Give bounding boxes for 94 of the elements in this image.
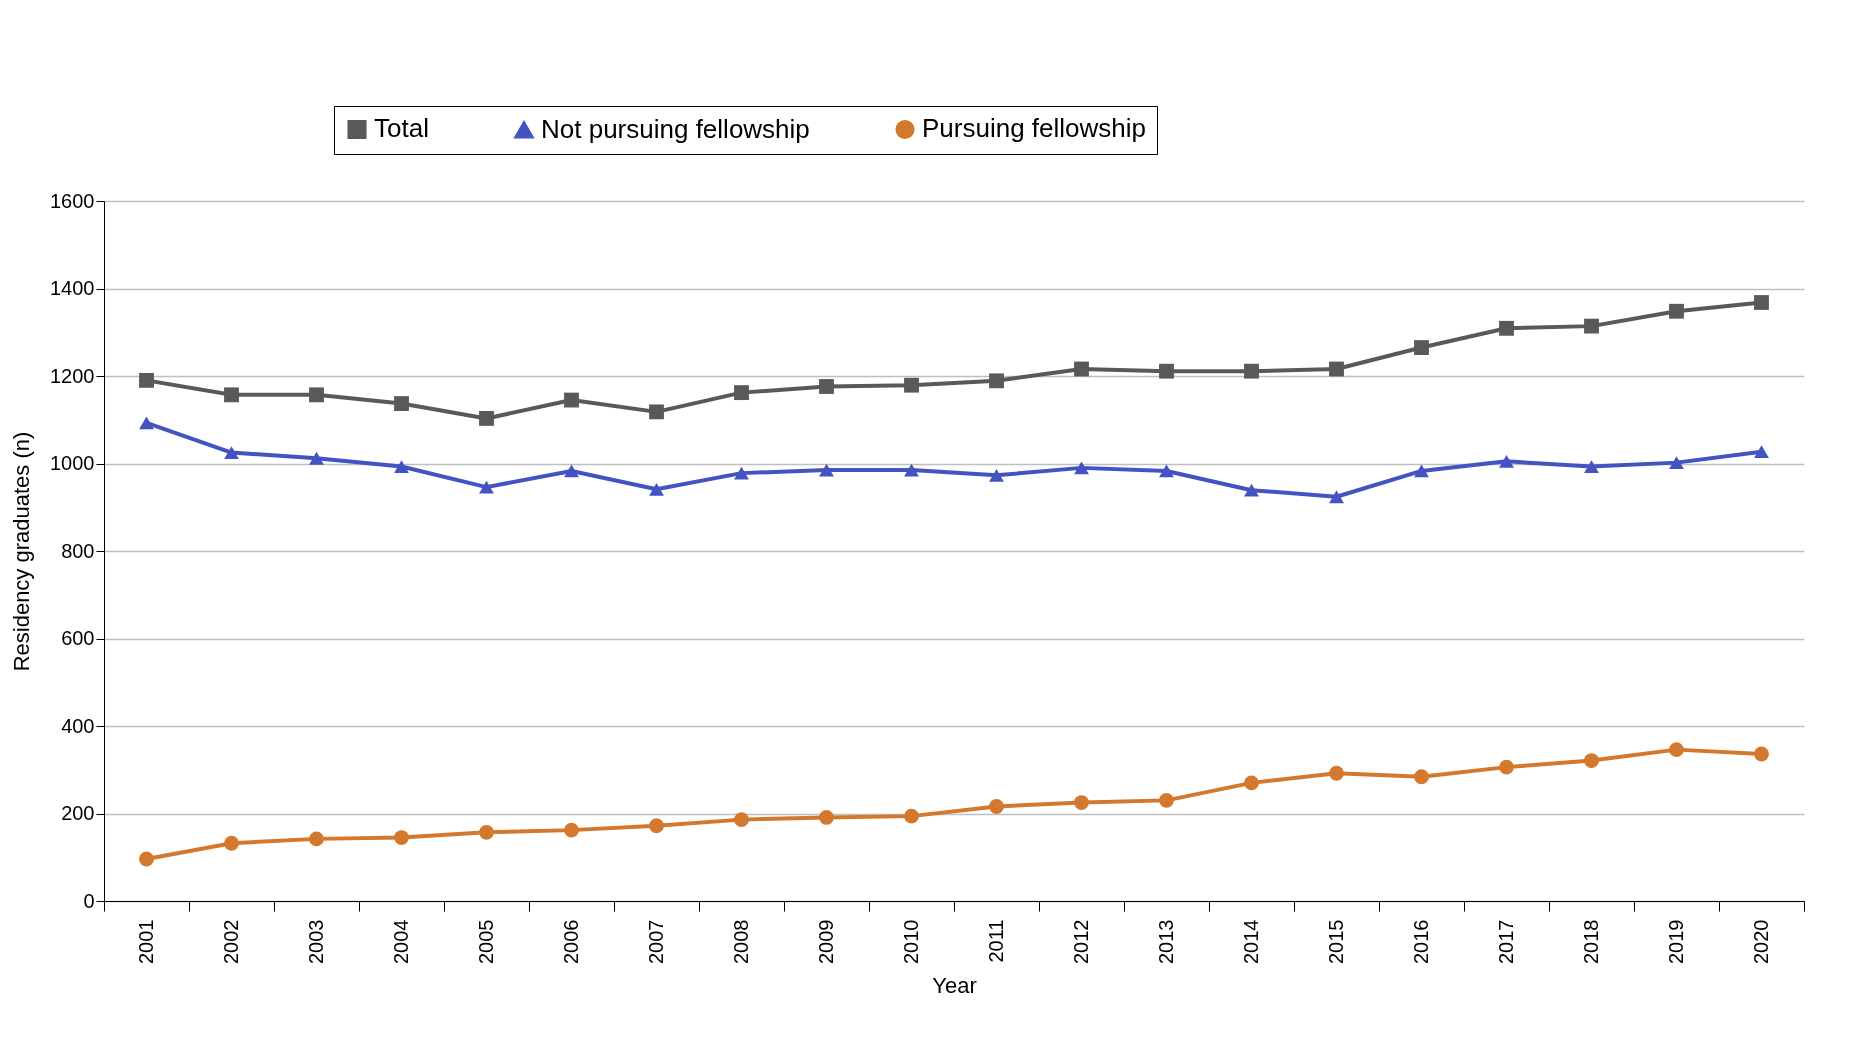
x-tick-label: 2011 <box>985 919 1007 963</box>
x-tick-label: 2008 <box>730 919 752 964</box>
point <box>394 396 409 411</box>
point <box>1159 363 1174 379</box>
point <box>224 387 239 403</box>
y-tick-label: 1600 <box>50 189 95 212</box>
point <box>1159 464 1174 478</box>
point <box>1329 765 1344 781</box>
point <box>1584 753 1599 768</box>
point <box>904 463 919 477</box>
point <box>1669 303 1684 319</box>
x-tick-label: 2015 <box>1325 919 1347 964</box>
y-tick-label: 1200 <box>50 364 95 387</box>
y-tick-label: 0 <box>83 889 95 912</box>
point <box>989 373 1004 389</box>
point <box>819 810 834 825</box>
point <box>309 451 324 465</box>
point <box>1499 454 1514 468</box>
point <box>1499 759 1514 775</box>
x-tick-label: 2013 <box>1155 919 1177 964</box>
x-tick-label: 2005 <box>475 919 497 964</box>
point <box>479 824 494 840</box>
point <box>1754 746 1769 762</box>
legend-label: Not pursuing fellowship <box>541 114 810 144</box>
y-tick-label: 600 <box>61 627 95 649</box>
point <box>904 808 919 824</box>
x-tick-label: 2017 <box>1495 919 1517 964</box>
point <box>649 482 664 496</box>
point <box>904 377 919 393</box>
point <box>1329 361 1344 377</box>
point <box>1244 775 1259 791</box>
point <box>989 799 1004 814</box>
point <box>1754 445 1769 459</box>
x-tick-label: 2009 <box>815 919 837 964</box>
point <box>1329 490 1344 504</box>
x-tick-label: 2007 <box>645 919 667 964</box>
point <box>1414 769 1429 785</box>
x-tick-label: 2010 <box>900 919 922 964</box>
point <box>224 446 239 459</box>
x-tick-label: 2004 <box>390 919 412 964</box>
point <box>479 411 494 426</box>
x-tick-label: 2006 <box>560 919 582 964</box>
y-tick-label: 1000 <box>50 452 95 474</box>
x-tick-label: 2016 <box>1410 919 1432 964</box>
x-tick-label: 2003 <box>305 919 327 964</box>
point <box>139 851 154 867</box>
x-tick-label: 2020 <box>1750 919 1772 964</box>
point <box>394 830 409 845</box>
point <box>224 835 239 851</box>
point <box>309 387 324 403</box>
point <box>564 464 579 478</box>
point <box>1159 792 1174 808</box>
point <box>1499 320 1514 336</box>
point <box>139 372 154 388</box>
point <box>1074 795 1089 810</box>
x-tick-label: 2012 <box>1070 919 1092 964</box>
point <box>1414 340 1429 355</box>
x-tick-label: 2018 <box>1580 919 1602 964</box>
point <box>819 463 834 477</box>
point <box>309 831 324 847</box>
point <box>564 392 579 408</box>
x-tick-label: 2019 <box>1665 919 1687 964</box>
y-tick-label: 1400 <box>50 277 95 299</box>
point <box>734 466 749 480</box>
point <box>1244 363 1259 379</box>
point <box>819 379 834 394</box>
point <box>1074 361 1089 377</box>
point <box>734 385 749 401</box>
x-tick-label: 2002 <box>220 919 242 964</box>
point <box>1754 295 1769 310</box>
y-tick-label: 400 <box>61 714 95 737</box>
legend-label: Pursuing fellowship <box>922 113 1147 144</box>
point <box>139 416 154 430</box>
point <box>1244 483 1259 497</box>
point <box>1669 456 1684 470</box>
x-tick-label: 2014 <box>1240 919 1262 964</box>
point <box>734 812 749 828</box>
point <box>1669 742 1684 758</box>
point <box>1414 464 1429 478</box>
point <box>1584 318 1599 334</box>
x-tick-label: 2001 <box>135 919 157 964</box>
x-axis-title: Year <box>932 972 977 998</box>
point <box>394 460 409 473</box>
point <box>649 404 664 420</box>
point <box>479 480 494 494</box>
y-tick-label: 200 <box>61 802 95 824</box>
point <box>649 818 664 834</box>
y-tick-label: 800 <box>61 539 95 562</box>
point <box>989 468 1004 482</box>
point <box>564 822 579 838</box>
legend-label: Total <box>374 113 429 144</box>
point <box>1584 460 1599 473</box>
point <box>1074 461 1089 475</box>
y-axis-title: Residency graduates (n) <box>9 431 35 672</box>
